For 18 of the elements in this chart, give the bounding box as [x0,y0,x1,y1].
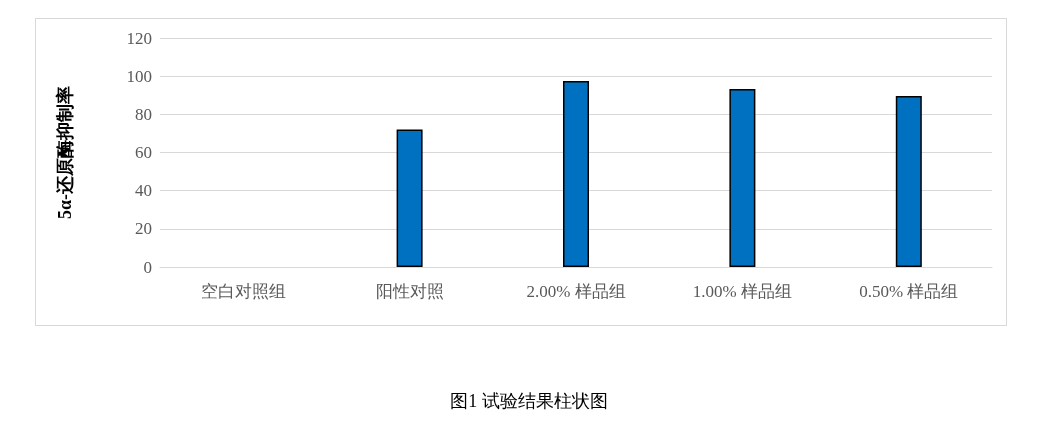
bar [729,88,756,267]
x-tick-label: 2.00% 样品组 [526,282,626,301]
x-tick-label: 阳性对照 [375,282,444,301]
y-tick-label: 20 [135,219,152,239]
y-tick-label: 0 [143,257,152,277]
x-tick-label: 空白对照组 [200,282,286,301]
caption: 图1 试验结果柱状图 [450,391,608,411]
y-tick-label: 60 [135,143,152,162]
bar [895,96,922,267]
x-tick-label: 1.00% 样品组 [692,282,792,301]
y-tick-label: 40 [135,181,152,201]
y-axis-title: 5α-还原酶抑制率 [55,85,75,220]
y-tick-label: 120 [126,28,152,48]
y-tick-label: 80 [135,104,152,124]
bar [563,80,589,267]
bar [396,129,423,267]
x-tick-label: 0.50% 样品组 [859,282,959,301]
y-tick-label: 100 [126,66,152,86]
